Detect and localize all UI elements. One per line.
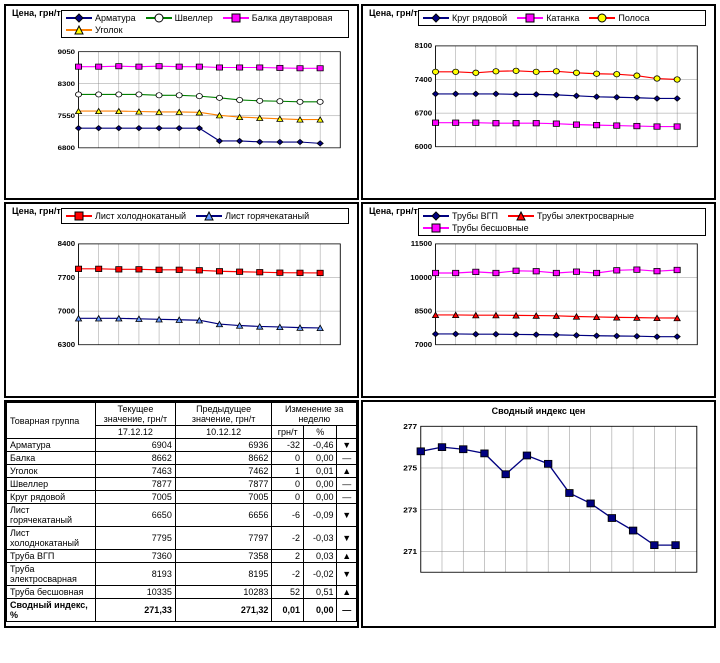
legend-item: Катанка bbox=[517, 13, 579, 23]
ylabel: Цена, грн/т bbox=[369, 9, 418, 19]
chart-3: Цена, грн/т Лист холоднокатаный Лист гор… bbox=[4, 202, 359, 398]
legend-item: Круг рядовой bbox=[423, 13, 507, 23]
legend-label: Лист горячекатаный bbox=[225, 211, 309, 221]
svg-text:8500: 8500 bbox=[415, 307, 432, 315]
data-table: Товарная группа Текущее значение, грн/т … bbox=[4, 400, 359, 628]
dashboard-grid: Цена, грн/т Арматура Швеллер Балка двута… bbox=[0, 0, 720, 632]
svg-text:7550: 7550 bbox=[58, 112, 75, 120]
th-prev: Предыдущее значение, грн/т bbox=[175, 403, 272, 426]
ylabel: Цена, грн/т bbox=[12, 9, 61, 19]
th-arrow bbox=[337, 426, 357, 439]
th-date-curr: 17.12.12 bbox=[95, 426, 175, 439]
index-title: Сводный индекс цен bbox=[363, 402, 714, 416]
legend-item: Балка двутавровая bbox=[223, 13, 333, 23]
svg-text:7400: 7400 bbox=[415, 75, 432, 83]
svg-text:7000: 7000 bbox=[58, 307, 75, 315]
legend-label: Уголок bbox=[95, 25, 123, 35]
svg-text:8100: 8100 bbox=[415, 42, 432, 50]
legend-label: Полоса bbox=[618, 13, 649, 23]
table-row: Труба электросварная81938195 -2-0,02▼ bbox=[7, 563, 357, 586]
th-curr: Текущее значение, грн/т bbox=[95, 403, 175, 426]
legend-3: Лист холоднокатаный Лист горячекатаный bbox=[61, 208, 349, 224]
legend-label: Катанка bbox=[546, 13, 579, 23]
svg-text:7000: 7000 bbox=[415, 340, 432, 348]
chart-2: Цена, грн/т Круг рядовой Катанка Полоса … bbox=[361, 4, 716, 200]
legend-label: Лист холоднокатаный bbox=[95, 211, 186, 221]
svg-text:6000: 6000 bbox=[415, 142, 432, 150]
th-date-prev: 10.12.12 bbox=[175, 426, 272, 439]
table-row: Уголок74637462 10,01▲ bbox=[7, 465, 357, 478]
svg-text:11500: 11500 bbox=[411, 240, 432, 248]
ylabel: Цена, грн/т bbox=[369, 207, 418, 217]
legend-item: Лист горячекатаный bbox=[196, 211, 309, 221]
legend-label: Трубы электросварные bbox=[537, 211, 634, 221]
svg-text:10000: 10000 bbox=[410, 273, 432, 281]
th-change: Изменение за неделю bbox=[272, 403, 357, 426]
legend-label: Швеллер bbox=[175, 13, 213, 23]
index-chart: Сводный индекс цен 27127327527724 сен01 … bbox=[361, 400, 716, 628]
table-row: Арматура69046936 -32-0,46▼ bbox=[7, 439, 357, 452]
legend-4: Трубы ВГП Трубы электросварные Трубы бес… bbox=[418, 208, 706, 236]
svg-text:275: 275 bbox=[403, 464, 417, 473]
th-group: Товарная группа bbox=[7, 403, 96, 439]
legend-2: Круг рядовой Катанка Полоса bbox=[418, 10, 706, 26]
table-row: Труба бесшовная1033510283 520,51▲ bbox=[7, 586, 357, 599]
svg-text:6800: 6800 bbox=[58, 144, 75, 152]
legend-label: Балка двутавровая bbox=[252, 13, 333, 23]
chart-4: Цена, грн/т Трубы ВГП Трубы электросварн… bbox=[361, 202, 716, 398]
table-row: Лист горячекатаный66506656 -6-0,09▼ bbox=[7, 504, 357, 527]
ylabel: Цена, грн/т bbox=[12, 207, 61, 217]
legend-label: Трубы бесшовные bbox=[452, 223, 529, 233]
th-pct: % bbox=[304, 426, 337, 439]
table-row: Балка86628662 00,00— bbox=[7, 452, 357, 465]
th-unit: грн/т bbox=[272, 426, 304, 439]
chart-1: Цена, грн/т Арматура Швеллер Балка двута… bbox=[4, 4, 359, 200]
legend-item: Трубы бесшовные bbox=[423, 223, 529, 233]
svg-text:8400: 8400 bbox=[58, 240, 75, 248]
svg-text:6700: 6700 bbox=[415, 109, 432, 117]
table-row: Швеллер78777877 00,00— bbox=[7, 478, 357, 491]
legend-item: Трубы ВГП bbox=[423, 211, 498, 221]
table-row: Круг рядовой70057005 00,00— bbox=[7, 491, 357, 504]
svg-text:9050: 9050 bbox=[58, 48, 75, 56]
legend-label: Арматура bbox=[95, 13, 136, 23]
legend-item: Полоса bbox=[589, 13, 649, 23]
table-row: Труба ВГП73607358 20,03▲ bbox=[7, 550, 357, 563]
svg-text:6300: 6300 bbox=[58, 340, 75, 348]
legend-item: Швеллер bbox=[146, 13, 213, 23]
legend-label: Трубы ВГП bbox=[452, 211, 498, 221]
svg-text:273: 273 bbox=[403, 506, 417, 515]
svg-text:8300: 8300 bbox=[58, 80, 75, 88]
legend-item: Арматура bbox=[66, 13, 136, 23]
legend-item: Лист холоднокатаный bbox=[66, 211, 186, 221]
table-row: Лист холоднокатаный77957797 -2-0,03▼ bbox=[7, 527, 357, 550]
svg-text:271: 271 bbox=[403, 547, 417, 556]
legend-label: Круг рядовой bbox=[452, 13, 507, 23]
legend-item: Трубы электросварные bbox=[508, 211, 634, 221]
legend-1: Арматура Швеллер Балка двутавровая Уголо… bbox=[61, 10, 349, 38]
legend-item: Уголок bbox=[66, 25, 123, 35]
svg-text:7700: 7700 bbox=[58, 273, 75, 281]
summary-row: Сводный индекс, %271,33271,32 0,010,00— bbox=[7, 599, 357, 622]
svg-text:277: 277 bbox=[403, 422, 417, 431]
